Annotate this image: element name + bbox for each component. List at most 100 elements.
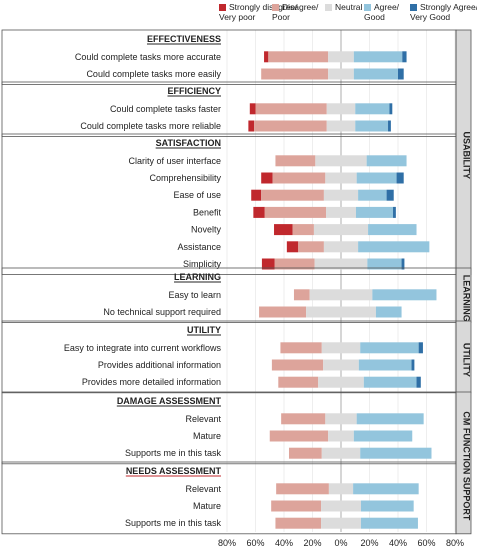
- bar-segment: [418, 342, 423, 354]
- bar-segment: [323, 241, 359, 253]
- legend-label: Neutral: [335, 2, 363, 12]
- bar-segment: [318, 376, 364, 388]
- section-label: LEARNING: [462, 275, 472, 322]
- bar-segment: [275, 517, 322, 529]
- legend-item: Strongly disagree/Very poor: [219, 2, 298, 22]
- bar-segment: [367, 258, 402, 270]
- bar-segment: [353, 51, 403, 63]
- bar-segment: [360, 500, 414, 512]
- bar-segment: [292, 224, 314, 236]
- row-label: Easy to integrate into current workflows: [64, 343, 222, 353]
- group-box: [1, 461, 457, 535]
- x-tick-label: 60%: [246, 538, 264, 548]
- bar-segment: [280, 342, 322, 354]
- bar-segment: [259, 306, 307, 318]
- bar-segment: [360, 342, 419, 354]
- legend-sublabel: Very Good: [410, 12, 451, 22]
- legend-swatch: [272, 4, 279, 11]
- bar-segment: [309, 289, 373, 301]
- group-header: EFFECTIVENESS: [147, 34, 221, 44]
- legend-swatch: [219, 4, 226, 11]
- bar-segment: [249, 103, 256, 115]
- bar-segment: [326, 120, 356, 132]
- bar-segment: [328, 483, 354, 495]
- bar-segment: [372, 289, 437, 301]
- bar-segment: [363, 376, 417, 388]
- bar-segment: [366, 155, 407, 167]
- x-tick-label: 40%: [389, 538, 407, 548]
- bar-segment: [274, 258, 315, 270]
- legend-label: Strongly Agree/: [420, 2, 477, 12]
- legend-item: Disagree/Poor: [272, 2, 318, 22]
- bar-segment: [278, 376, 319, 388]
- row-label: Novelty: [191, 225, 222, 235]
- group-header: EFFICIENCY: [167, 86, 221, 96]
- row-label: Provides additional information: [98, 360, 221, 370]
- bar-segment: [264, 51, 269, 63]
- group-header: NEEDS ASSESSMENT: [126, 466, 222, 476]
- x-tick-label: 0%: [334, 538, 347, 548]
- group-box: [1, 320, 457, 394]
- legend-swatch: [325, 4, 332, 11]
- bar-segment: [353, 68, 398, 80]
- row-label: Comprehensibility: [149, 173, 221, 183]
- bar-segment: [325, 172, 357, 184]
- row-label: Supports me in this task: [125, 448, 222, 458]
- bar-segment: [356, 172, 397, 184]
- bar-segment: [323, 359, 359, 371]
- legend-label: Agree/: [374, 2, 400, 12]
- row-label: Ease of use: [173, 190, 221, 200]
- bar-segment: [358, 359, 412, 371]
- legend-sublabel: Good: [364, 12, 385, 22]
- bar-segment: [358, 241, 430, 253]
- bar-segment: [271, 359, 324, 371]
- bar-segment: [269, 430, 329, 442]
- row-label: Mature: [193, 501, 221, 511]
- bar-segment: [355, 206, 394, 218]
- bar-segment: [272, 172, 326, 184]
- bar-segment: [402, 51, 407, 63]
- row-label: Relevant: [185, 484, 221, 494]
- bar-segment: [355, 103, 390, 115]
- bar-segment: [261, 172, 273, 184]
- bar-segment: [253, 206, 265, 218]
- row-label: Provides more detailed information: [82, 377, 221, 387]
- legend-label: Strongly disagree/: [229, 2, 298, 12]
- bar-segment: [264, 206, 327, 218]
- bar-segment: [401, 258, 405, 270]
- bar-segment: [251, 189, 262, 201]
- x-tick-label: 60%: [417, 538, 435, 548]
- bar-segment: [293, 289, 310, 301]
- bar-segment: [398, 68, 404, 80]
- row-label: Could complete tasks more accurate: [75, 52, 221, 62]
- row-label: Relevant: [185, 414, 221, 424]
- section-label: UTILITY: [462, 343, 472, 377]
- bar-segment: [321, 342, 361, 354]
- bar-segment: [388, 120, 391, 132]
- bar-segment: [314, 258, 368, 270]
- bar-segment: [248, 120, 255, 132]
- bar-segment: [288, 447, 322, 459]
- row-label: Assistance: [177, 242, 221, 252]
- bar-segment: [306, 306, 376, 318]
- bar-segment: [396, 172, 404, 184]
- bar-segment: [393, 206, 396, 218]
- bar-segment: [321, 500, 361, 512]
- row-label: Could complete tasks more easily: [86, 69, 221, 79]
- bar-segment: [328, 430, 354, 442]
- bar-segment: [326, 103, 356, 115]
- row-label: Mature: [193, 431, 221, 441]
- bar-segment: [326, 206, 356, 218]
- bar-segment: [386, 189, 394, 201]
- bar-segment: [321, 517, 361, 529]
- group-box: [1, 267, 457, 323]
- x-tick-label: 80%: [218, 538, 236, 548]
- legend-label: Disagree/: [282, 2, 319, 12]
- bar-segment: [315, 155, 367, 167]
- x-tick-label: 20%: [303, 538, 321, 548]
- group-box: [1, 81, 457, 137]
- legend-swatch: [364, 4, 371, 11]
- bar-segment: [375, 306, 402, 318]
- group-header: UTILITY: [187, 325, 221, 335]
